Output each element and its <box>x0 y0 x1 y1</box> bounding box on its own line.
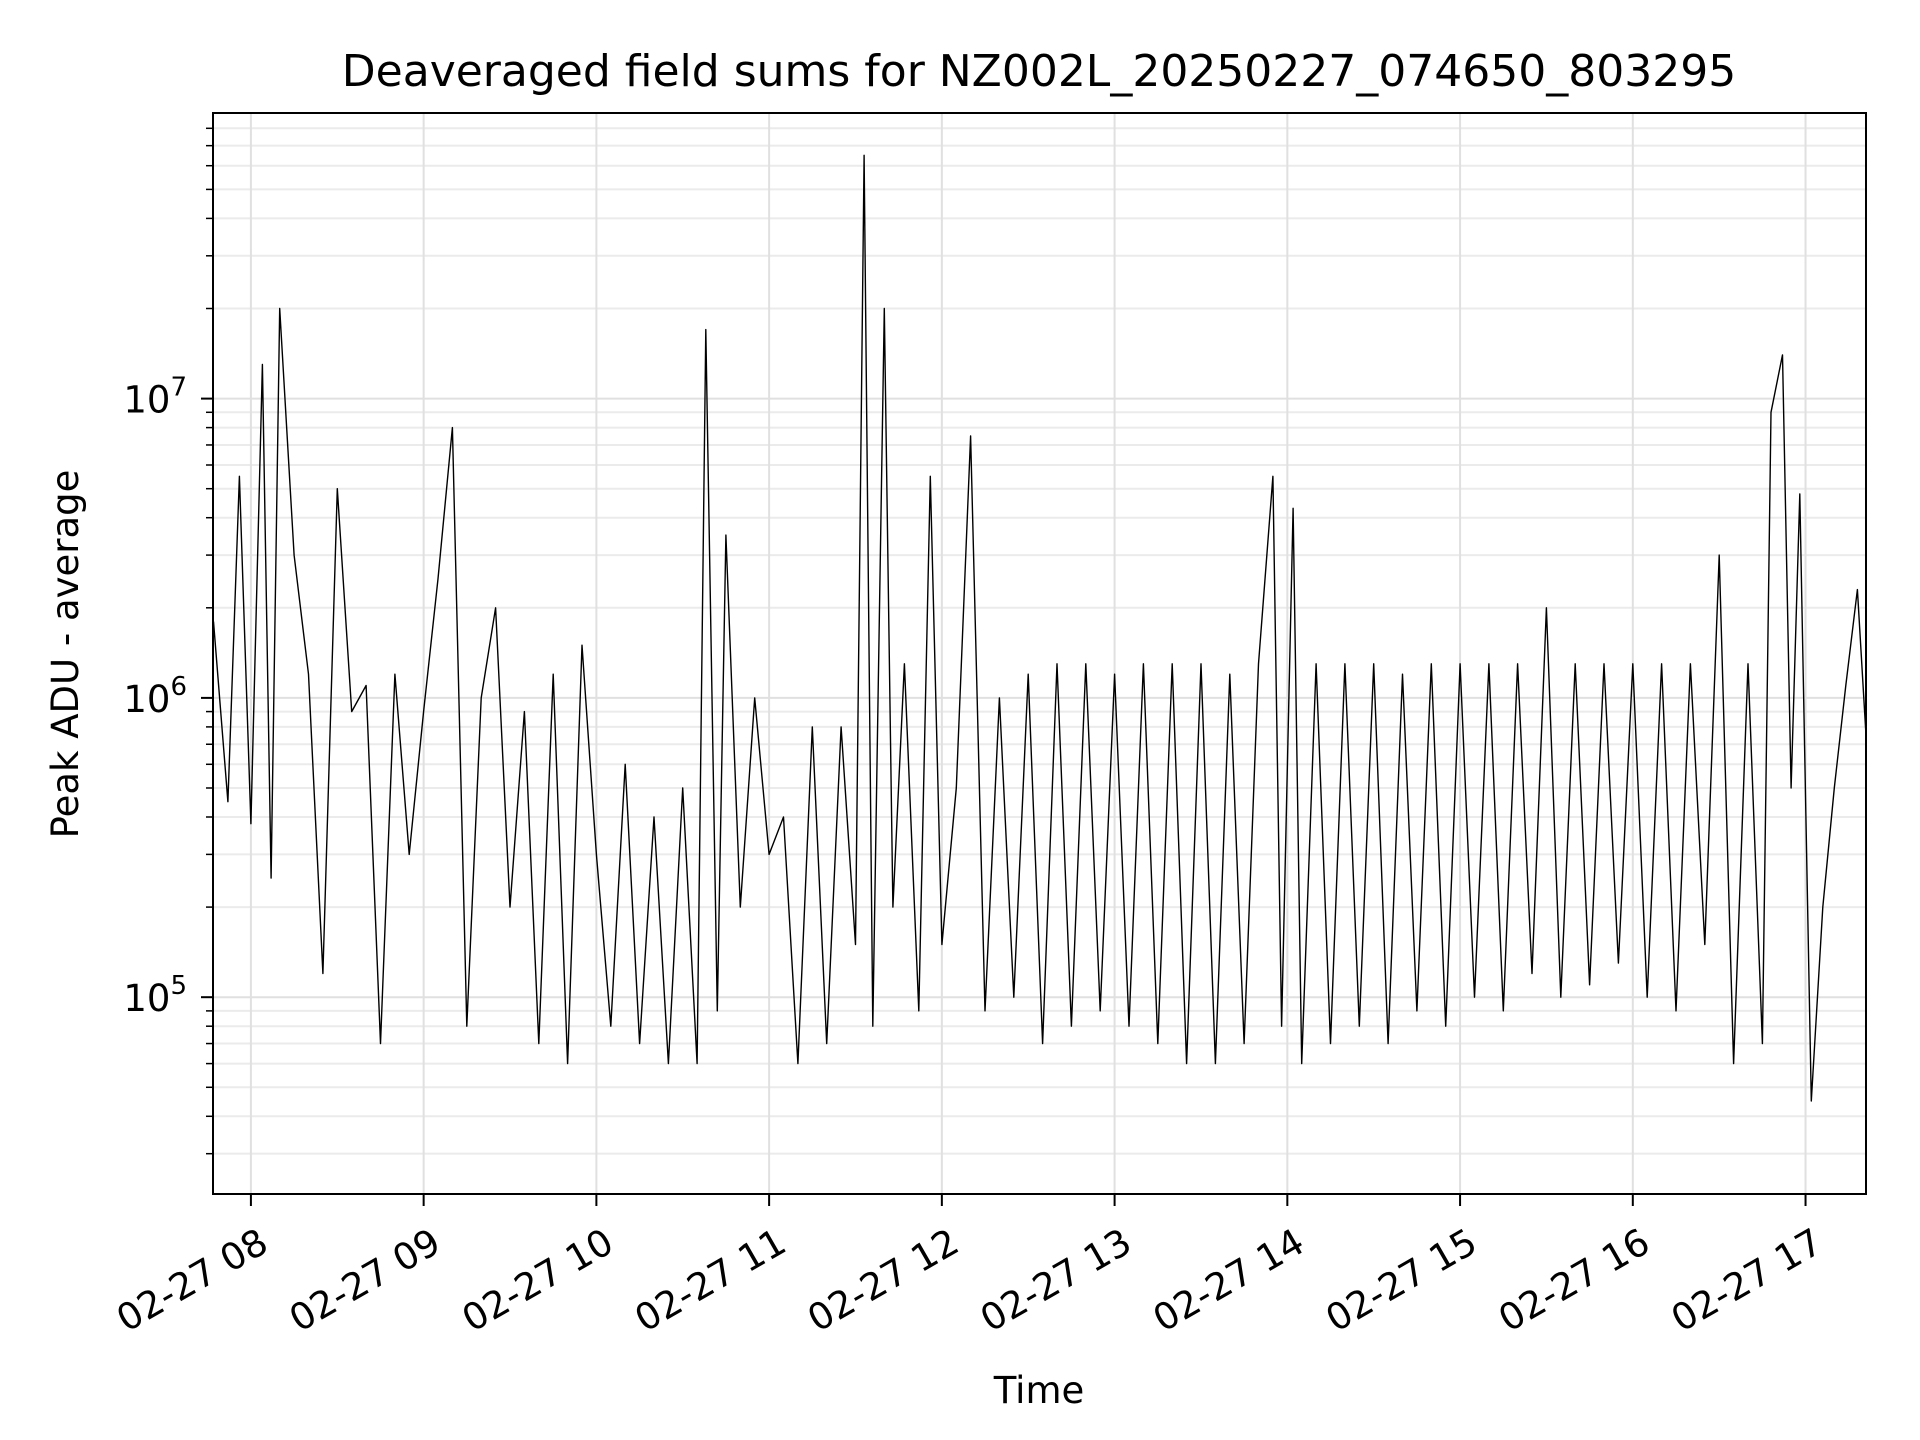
y-axis: 105 106 107 <box>123 127 213 1155</box>
y-tick-label: 106 <box>123 672 187 721</box>
plot-frame <box>212 112 1867 1195</box>
chart-title: Deaveraged field sums for NZ002L_2025022… <box>342 46 1736 97</box>
x-axis-label: Time <box>993 1369 1085 1412</box>
y-axis-label: Peak ADU - average <box>44 470 87 839</box>
y-tick-label: 105 <box>123 971 187 1020</box>
y-tick-label: 107 <box>123 373 187 422</box>
series-line <box>212 154 1867 1102</box>
grid-lines <box>213 113 1866 1194</box>
plot-area <box>212 154 1867 1102</box>
